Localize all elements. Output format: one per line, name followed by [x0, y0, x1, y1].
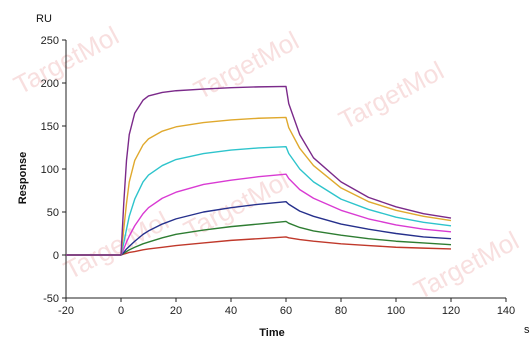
x-tick-label: 60: [280, 305, 292, 317]
x-tick-label: 120: [442, 305, 460, 317]
series-line: [66, 85, 452, 256]
x-tick-label: 40: [225, 305, 237, 317]
tick-layer: -20 0 20 40 60 80 100 120 140 -50 0 50 100 150 200 250: [41, 35, 516, 317]
series-line: [66, 236, 452, 256]
x-tick-label: 20: [170, 305, 182, 317]
y-tick-label: 50: [47, 207, 59, 219]
watermark-text: TargetMol: [59, 205, 174, 285]
series-line: [66, 116, 452, 256]
series-layer: [66, 85, 452, 256]
watermark-text: TargetMol: [179, 165, 294, 245]
y-tick-label: 250: [41, 35, 59, 47]
y-tick-label: 200: [41, 78, 59, 90]
y-axis-title: Response: [17, 152, 29, 205]
series-line: [66, 200, 452, 256]
x-tick-label: -20: [58, 305, 74, 317]
y-unit-label: RU: [36, 13, 52, 25]
series-line: [66, 220, 452, 256]
series-line: [66, 145, 452, 256]
watermark-text: TargetMol: [189, 25, 304, 105]
series-line: [66, 173, 452, 256]
x-tick-label: 0: [118, 305, 124, 317]
x-tick-label: 100: [387, 305, 405, 317]
y-tick-label: -50: [43, 293, 59, 305]
watermark-layer: TargetMol TargetMol TargetMol TargetMol …: [9, 20, 524, 305]
x-axis-title: Time: [259, 327, 284, 338]
y-tick-label: 150: [41, 121, 59, 133]
watermark-text: TargetMol: [334, 55, 449, 135]
x-tick-label: 140: [497, 305, 515, 317]
x-unit-label: s: [524, 324, 530, 336]
y-tick-label: 0: [53, 250, 59, 262]
x-tick-label: 80: [335, 305, 347, 317]
y-tick-label: 100: [41, 164, 59, 176]
